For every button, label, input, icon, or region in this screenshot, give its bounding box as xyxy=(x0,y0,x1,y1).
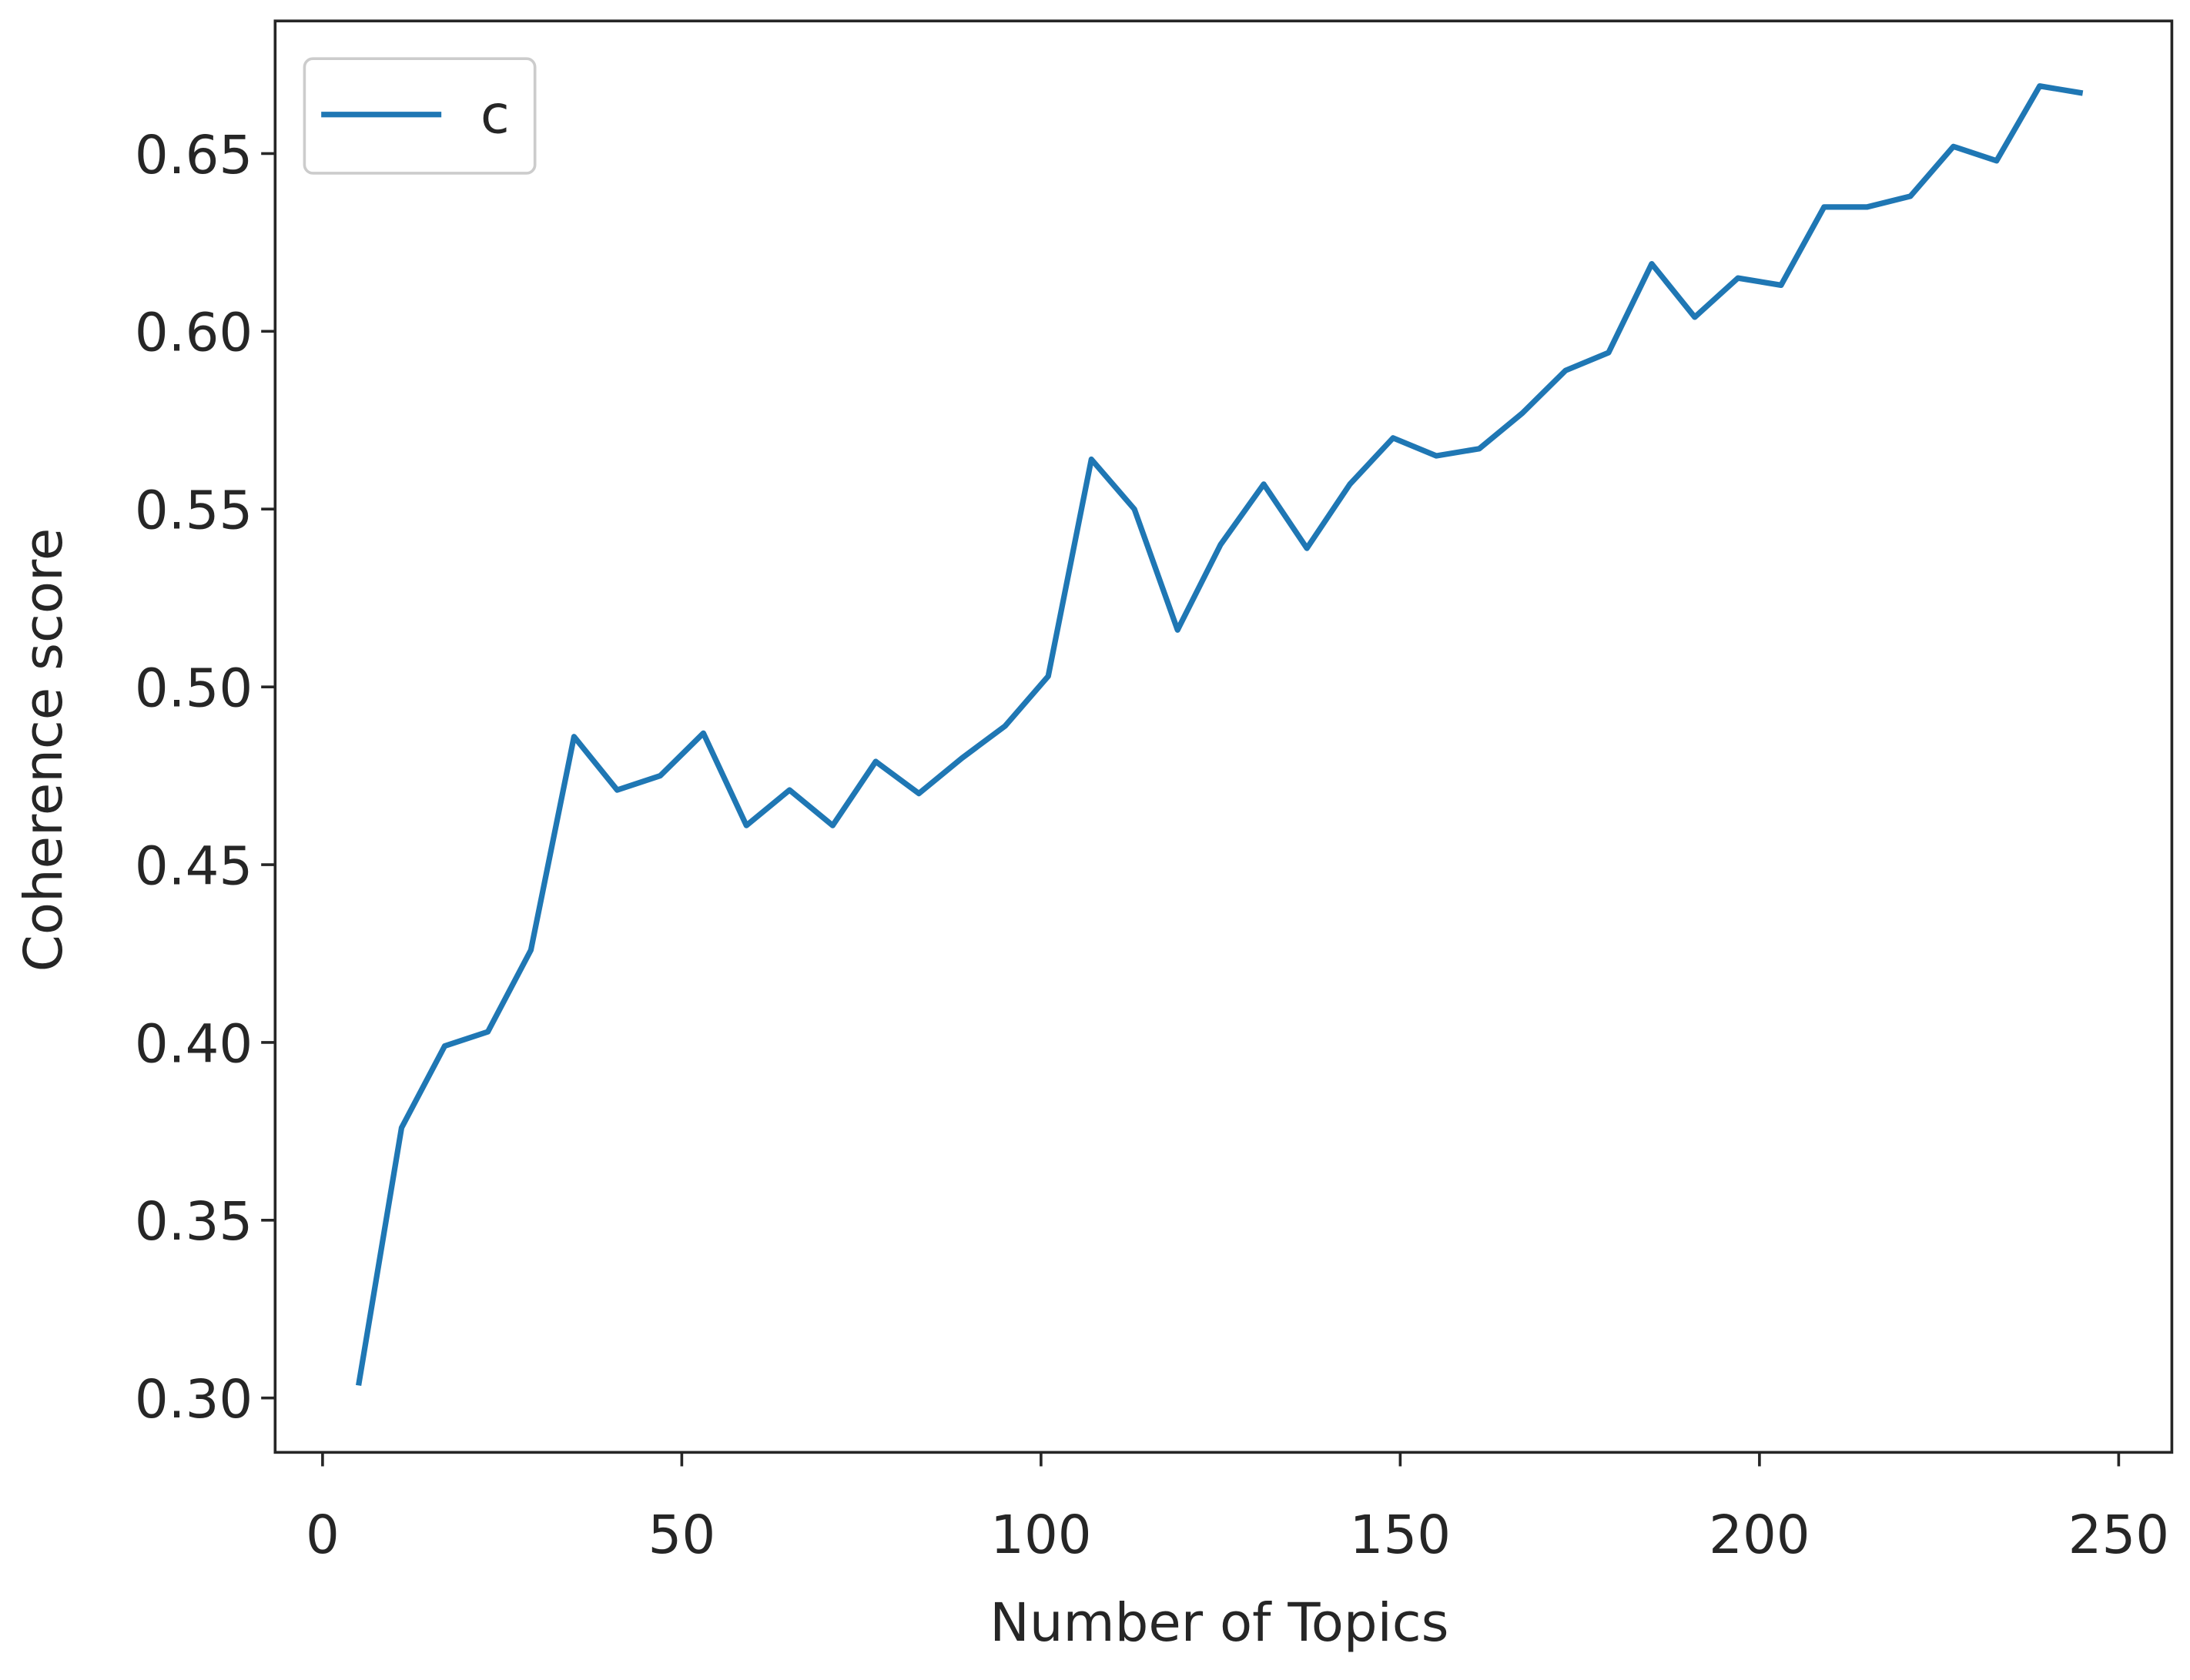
y-tick-label: 0.45 xyxy=(135,835,253,897)
plot-frame xyxy=(273,19,2174,1454)
x-tick-label: 50 xyxy=(648,1504,716,1566)
legend-label: c xyxy=(481,84,510,146)
y-tick-label: 0.60 xyxy=(135,303,253,364)
y-tick-label: 0.55 xyxy=(135,480,253,542)
y-axis-label: Coherence score xyxy=(13,528,75,972)
x-tick-label: 150 xyxy=(1350,1504,1452,1566)
x-tick-label: 0 xyxy=(306,1504,340,1566)
x-tick-label: 250 xyxy=(2068,1504,2170,1566)
y-tick-label: 0.40 xyxy=(135,1013,253,1075)
x-tick-label: 100 xyxy=(990,1504,1092,1566)
y-tick-label: 0.65 xyxy=(135,125,253,186)
y-tick-label: 0.50 xyxy=(135,658,253,720)
x-tick-label: 200 xyxy=(1709,1504,1810,1566)
data-line xyxy=(356,83,2084,1387)
y-tick-label: 0.30 xyxy=(135,1369,253,1431)
y-tick-label: 0.35 xyxy=(135,1191,253,1253)
x-axis-label: Number of Topics xyxy=(990,1592,1448,1654)
